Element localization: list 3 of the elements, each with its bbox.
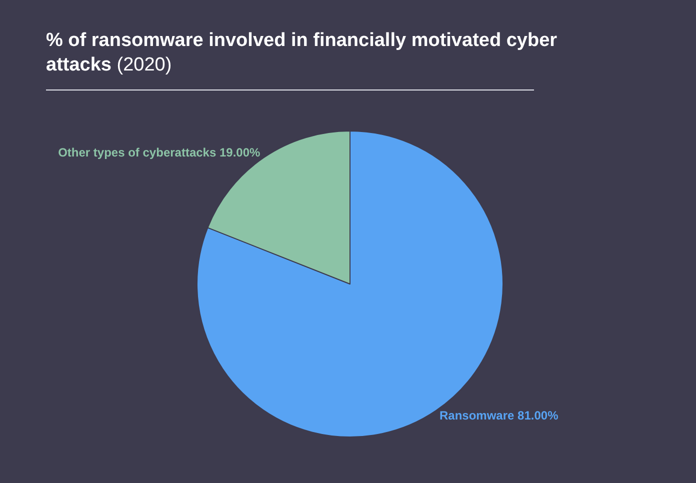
slice-label: Other types of cyberattacks 19.00% <box>58 146 260 160</box>
slice-label: Ransomware 81.00% <box>440 408 559 422</box>
chart-subtitle: (2020) <box>116 54 172 76</box>
